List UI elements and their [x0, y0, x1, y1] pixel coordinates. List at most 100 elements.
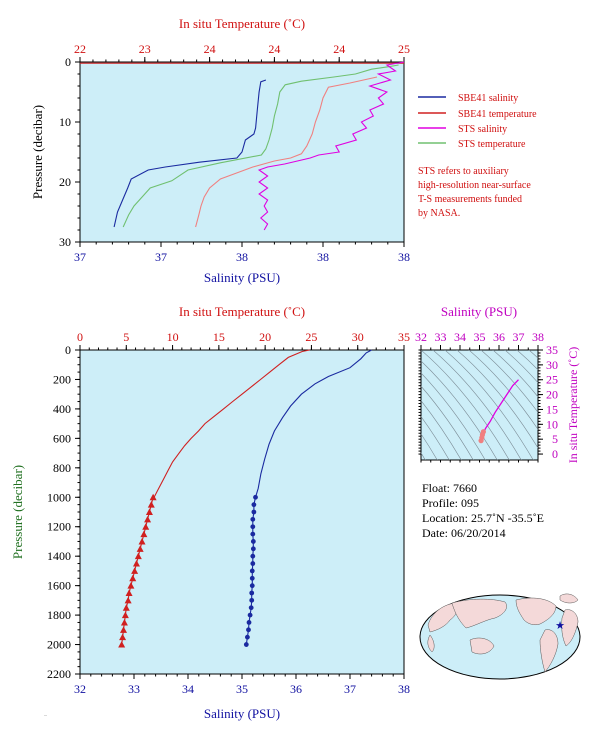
ts-right-tick-label: 20 — [546, 388, 558, 402]
temperature-marker — [119, 633, 127, 641]
series-sts-salinity — [257, 61, 405, 231]
top-tick-label: 24 — [268, 42, 280, 56]
density-contour — [432, 350, 522, 460]
temperature-marker — [138, 537, 146, 545]
top-tick-label: 15 — [213, 330, 225, 344]
main-chart-bottom-ticks: 32 33 34 35 36 37 38 — [74, 674, 410, 696]
main-chart-top-ticks: 0 5 10 15 20 25 30 35 — [77, 330, 410, 350]
main-chart-series — [118, 349, 372, 648]
bottom-tick-label: 37 — [344, 682, 356, 696]
legend-entry-sbe-salinity: SBE41 salinity — [458, 93, 518, 104]
left-tick-label: 1600 — [47, 579, 71, 593]
temperature-marker — [121, 611, 129, 619]
legend-entry-sts-temperature: STS temperature — [458, 139, 526, 150]
ts-right-tick-label: 15 — [546, 402, 558, 416]
salinity-marker — [247, 612, 253, 618]
ts-top-tick-label: 34 — [454, 330, 466, 344]
density-contour — [504, 350, 538, 384]
footer-text: ... — [44, 712, 47, 717]
location: Location: 25.7˚N -35.5˚E — [422, 511, 544, 525]
map-landmass-australia — [469, 637, 495, 655]
left-tick-label: 20 — [59, 175, 71, 189]
top-tick-label: 25 — [398, 42, 410, 56]
ts-diagram: Salinity (PSU) 32 33 34 35 36 37 38 0510152025… — [415, 304, 580, 463]
main-profile-chart: In situ Temperature (˚C) 0 5 10 15 20 25 30 35 … — [10, 304, 410, 721]
density-contour — [421, 350, 510, 460]
temperature-marker — [147, 501, 155, 508]
ts-right-tick-label: 35 — [546, 343, 558, 357]
salinity-marker — [249, 583, 255, 589]
ts-right-tick-label: 0 — [552, 447, 558, 461]
top-chart-left-axis-label: Pressure (decibar) — [30, 105, 45, 199]
temperature-marker — [140, 530, 148, 538]
temperature-marker — [136, 545, 144, 552]
salinity-marker — [246, 627, 251, 633]
main-chart-left-axis-label: Pressure (decibar) — [10, 465, 25, 559]
temperature-marker — [149, 493, 157, 501]
bottom-tick-label: 38 — [398, 250, 410, 264]
series-sts-temperature-lower- — [195, 76, 378, 228]
ts-right-tick-label: 10 — [546, 417, 558, 431]
left-tick-label: 2000 — [47, 638, 71, 652]
top-tick-label: 23 — [139, 42, 151, 56]
map-landmass-europe — [559, 593, 579, 604]
bottom-tick-label: 38 — [317, 250, 329, 264]
series-sbe41-salinity — [113, 79, 267, 228]
top-chart-bottom-ticks: 37 37 38 38 38 — [74, 242, 410, 264]
temperature-marker — [120, 618, 128, 626]
map-landmass-africa — [561, 609, 579, 647]
bottom-tick-label: 37 — [74, 250, 86, 264]
temperature-marker — [145, 508, 153, 515]
top-chart-top-axis-label: In situ Temperature (˚C) — [179, 16, 305, 31]
density-contour — [492, 350, 538, 398]
salinity-marker — [251, 502, 257, 508]
density-contour — [421, 360, 498, 460]
main-plot-area — [79, 349, 405, 675]
map-landmass-africa-west — [427, 634, 435, 653]
salinity-marker — [246, 620, 252, 625]
salinity-marker — [249, 568, 255, 574]
left-tick-label: 1800 — [47, 608, 71, 622]
float-position-marker: ★ — [555, 620, 565, 632]
salinity-marker — [249, 590, 255, 596]
left-tick-label: 2200 — [47, 667, 71, 681]
salinity-marker — [250, 539, 256, 544]
ts-top-tick-label: 38 — [532, 330, 544, 344]
left-tick-label: 400 — [53, 402, 71, 416]
top-tick-label: 35 — [398, 330, 410, 344]
bottom-tick-label: 35 — [236, 682, 248, 696]
temperature-marker — [124, 596, 132, 604]
top-tick-label: 0 — [77, 330, 83, 344]
temperature-marker — [131, 567, 139, 574]
map-landmass-north-america — [515, 597, 557, 626]
date: Date: 06/20/2014 — [422, 526, 506, 540]
temperature-marker — [129, 574, 137, 582]
salinity-marker — [250, 516, 256, 522]
bottom-tick-label: 33 — [128, 682, 140, 696]
density-contour — [421, 433, 438, 460]
series-sbe41-salinity — [254, 349, 372, 498]
salinity-marker — [245, 634, 250, 640]
density-contour — [421, 416, 450, 460]
float-id: Float: 7660 — [422, 481, 477, 495]
density-contour — [421, 372, 486, 460]
legend-entry-sbe-temperature: SBE41 temperature — [458, 109, 537, 120]
left-tick-label: 1400 — [47, 549, 71, 563]
ts-right-tick-label: 25 — [546, 373, 558, 387]
density-contour — [480, 350, 538, 413]
temperature-marker — [120, 626, 128, 633]
ts-chart-series — [478, 379, 519, 444]
left-tick-label: 800 — [53, 461, 71, 475]
series-sts-temperature — [122, 64, 399, 228]
bottom-tick-label: 38 — [236, 250, 248, 264]
bottom-tick-label: 38 — [398, 682, 410, 696]
left-tick-label: 1200 — [47, 520, 71, 534]
top-chart: In situ Temperature (˚C) 22 23 24 24 24 25 37… — [30, 16, 537, 285]
top-tick-label: 24 — [333, 42, 345, 56]
world-map: ★ — [419, 593, 581, 680]
note-line-2: high-resolution near-surface — [418, 180, 531, 191]
left-tick-label: 10 — [59, 115, 71, 129]
temperature-marker — [134, 552, 142, 560]
map-landmass-south-america — [539, 629, 559, 673]
